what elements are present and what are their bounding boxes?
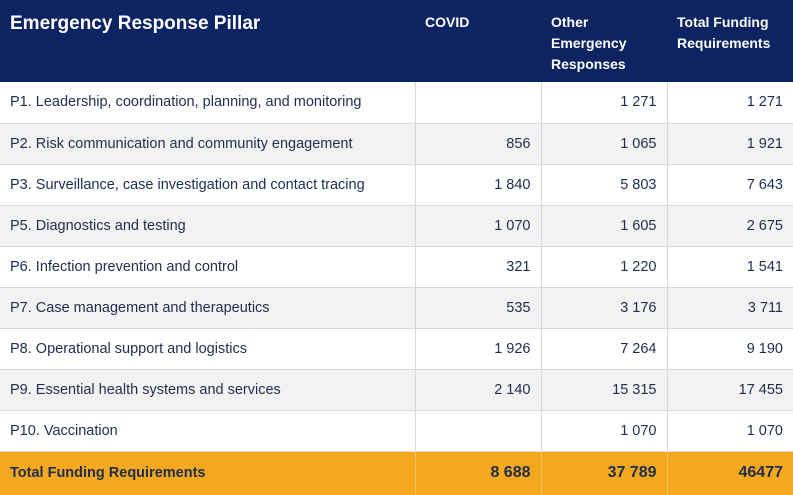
cell-other: 15 315 [541,369,668,411]
cell-total: 3 711 [667,287,793,329]
cell-covid [415,82,542,124]
table-row: P6. Infection prevention and control 321… [0,246,793,288]
cell-pillar: P7. Case management and therapeutics [0,287,416,329]
cell-total: 2 675 [667,205,793,247]
cell-other: 1 605 [541,205,668,247]
cell-pillar: P1. Leadership, coordination, planning, … [0,82,416,124]
cell-pillar: P6. Infection prevention and control [0,246,416,288]
header-covid: COVID [415,0,541,82]
cell-covid: 1 926 [415,328,542,370]
cell-other: 7 264 [541,328,668,370]
cell-covid: 856 [415,123,542,165]
cell-other: 1 065 [541,123,668,165]
table-row: P5. Diagnostics and testing 1 070 1 605 … [0,205,793,247]
cell-covid: 321 [415,246,542,288]
cell-covid: 1 840 [415,164,542,206]
cell-pillar: P9. Essential health systems and service… [0,369,416,411]
cell-other: 5 803 [541,164,668,206]
cell-covid: 1 070 [415,205,542,247]
total-total: 46477 [667,451,793,495]
total-other: 37 789 [541,451,668,495]
table-row: P1. Leadership, coordination, planning, … [0,82,793,124]
table-row: P3. Surveillance, case investigation and… [0,164,793,206]
cell-total: 1 271 [667,82,793,124]
cell-total: 17 455 [667,369,793,411]
cell-total: 1 070 [667,410,793,452]
total-row: Total Funding Requirements 8 688 37 789 … [0,451,793,495]
cell-total: 7 643 [667,164,793,206]
table-row: P9. Essential health systems and service… [0,369,793,411]
cell-covid [415,410,542,452]
cell-pillar: P10. Vaccination [0,410,416,452]
cell-pillar: P8. Operational support and logistics [0,328,416,370]
cell-pillar: P3. Surveillance, case investigation and… [0,164,416,206]
header-total: Total Funding Requirements [667,0,793,82]
table-row: P8. Operational support and logistics 1 … [0,328,793,370]
cell-total: 1 921 [667,123,793,165]
cell-covid: 2 140 [415,369,542,411]
cell-pillar: P5. Diagnostics and testing [0,205,416,247]
total-covid: 8 688 [415,451,542,495]
header-pillar: Emergency Response Pillar [0,0,415,82]
cell-covid: 535 [415,287,542,329]
header-other: Other Emergency Responses [541,0,667,82]
total-label: Total Funding Requirements [0,451,416,495]
table-row: P2. Risk communication and community eng… [0,123,793,165]
cell-other: 3 176 [541,287,668,329]
table-header-row: Emergency Response Pillar COVID Other Em… [0,0,793,82]
cell-pillar: P2. Risk communication and community eng… [0,123,416,165]
cell-total: 9 190 [667,328,793,370]
table-row: P10. Vaccination 1 070 1 070 [0,410,793,452]
cell-other: 1 220 [541,246,668,288]
table-row: P7. Case management and therapeutics 535… [0,287,793,329]
cell-other: 1 070 [541,410,668,452]
cell-total: 1 541 [667,246,793,288]
cell-other: 1 271 [541,82,668,124]
